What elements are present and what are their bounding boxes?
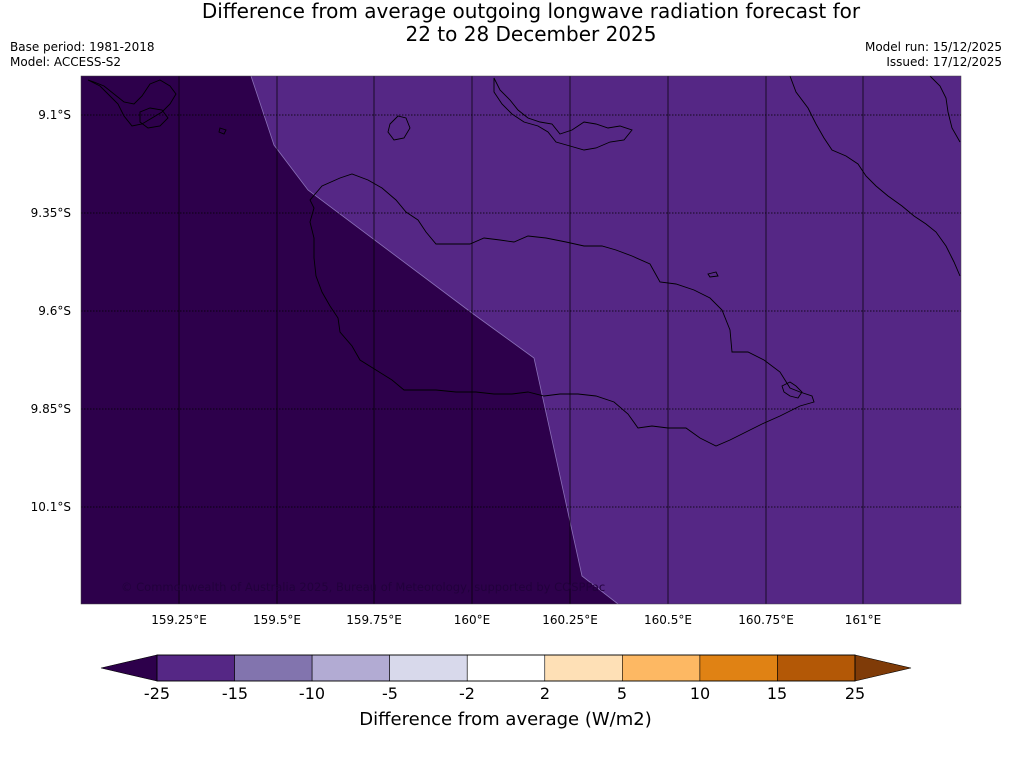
issued-text: Issued: 17/12/2025 <box>886 55 1002 69</box>
colorbar-segment <box>389 654 468 682</box>
colorbar-underflow-arrow <box>100 654 158 682</box>
lat-label-9-1: 9.1°S <box>38 108 71 122</box>
colorbar-segments <box>156 654 856 682</box>
meta-right: Model run: 15/12/2025 Issued: 17/12/2025 <box>865 40 1002 70</box>
malaita-north-coastline <box>929 76 961 143</box>
colorbar-overflow-arrow <box>854 654 912 682</box>
colorbar-segment <box>622 654 701 682</box>
lon-label-159-25: 159.25°E <box>151 613 207 627</box>
lon-label-159-75: 159.75°E <box>346 613 402 627</box>
guadalcanal-coastline <box>309 173 815 447</box>
title-line-1: Difference from average outgoing longwav… <box>201 0 861 23</box>
coastlines <box>87 76 961 447</box>
title-line-2: 22 to 28 December 2025 <box>405 22 657 46</box>
graticule <box>81 76 961 604</box>
colorbar-tick-label: -15 <box>221 684 249 703</box>
colorbar <box>100 654 912 682</box>
colorbar-tick-label: -10 <box>298 684 326 703</box>
colorbar-segment <box>234 654 313 682</box>
lon-label-160-75: 160.75°E <box>738 613 794 627</box>
base-period-text: Base period: 1981-2018 <box>10 40 155 54</box>
model-text: Model: ACCESS-S2 <box>10 55 122 69</box>
colorbar-segment <box>311 654 390 682</box>
colorbar-tick-label: 2 <box>539 684 551 703</box>
colorbar-segment <box>777 654 856 682</box>
colorbar-tick-label: -2 <box>459 684 475 703</box>
meta-left: Base period: 1981-2018 Model: ACCESS-S2 <box>10 40 155 70</box>
lon-label-160-5: 160.5°E <box>644 613 692 627</box>
lon-label-160-25: 160.25°E <box>542 613 598 627</box>
colorbar-tick-label: -5 <box>382 684 398 703</box>
anomaly-region-strong <box>81 76 618 604</box>
copyright-text: © Commonwealth of Australia 2025, Bureau… <box>121 580 605 594</box>
russell-islet-coastline <box>139 107 169 129</box>
colorbar-segment <box>699 654 778 682</box>
lon-label-159-5: 159.5°E <box>253 613 301 627</box>
colorbar-tick-label: 25 <box>844 684 866 703</box>
eastern-islet-coastline <box>781 381 803 399</box>
colorbar-frame <box>156 654 856 682</box>
malaita-coastline <box>789 76 961 277</box>
small-island-coastline <box>387 115 411 141</box>
lat-label-10-1: 10.1°S <box>30 500 71 514</box>
map-area: © Commonwealth of Australia 2025, Bureau… <box>81 76 961 604</box>
colorbar-segment <box>544 654 623 682</box>
colorbar-axis-label: Difference from average (W/m2) <box>359 709 652 730</box>
islet-coastline <box>707 271 719 278</box>
map-frame <box>80 75 962 605</box>
chart-title: Difference from average outgoing longwav… <box>0 0 1011 46</box>
colorbar-tick-label: 15 <box>766 684 788 703</box>
model-run-text: Model run: 15/12/2025 <box>864 40 1002 54</box>
colorbar-segment <box>156 654 235 682</box>
colorbar-tick-label: 5 <box>616 684 628 703</box>
lon-label-160: 160°E <box>453 613 491 627</box>
russell-islands-coastline <box>87 79 177 127</box>
lat-label-9-85: 9.85°S <box>30 402 71 416</box>
colorbar-tick-label: -25 <box>143 684 171 703</box>
lon-label-161: 161°E <box>844 613 882 627</box>
florida-islands-coastline <box>493 77 633 151</box>
lat-label-9-6: 9.6°S <box>38 304 71 318</box>
tiny-islet-coastline <box>218 127 227 135</box>
colorbar-tick-label: 10 <box>689 684 711 703</box>
colorbar-segment <box>466 654 546 682</box>
lat-label-9-35: 9.35°S <box>30 206 71 220</box>
